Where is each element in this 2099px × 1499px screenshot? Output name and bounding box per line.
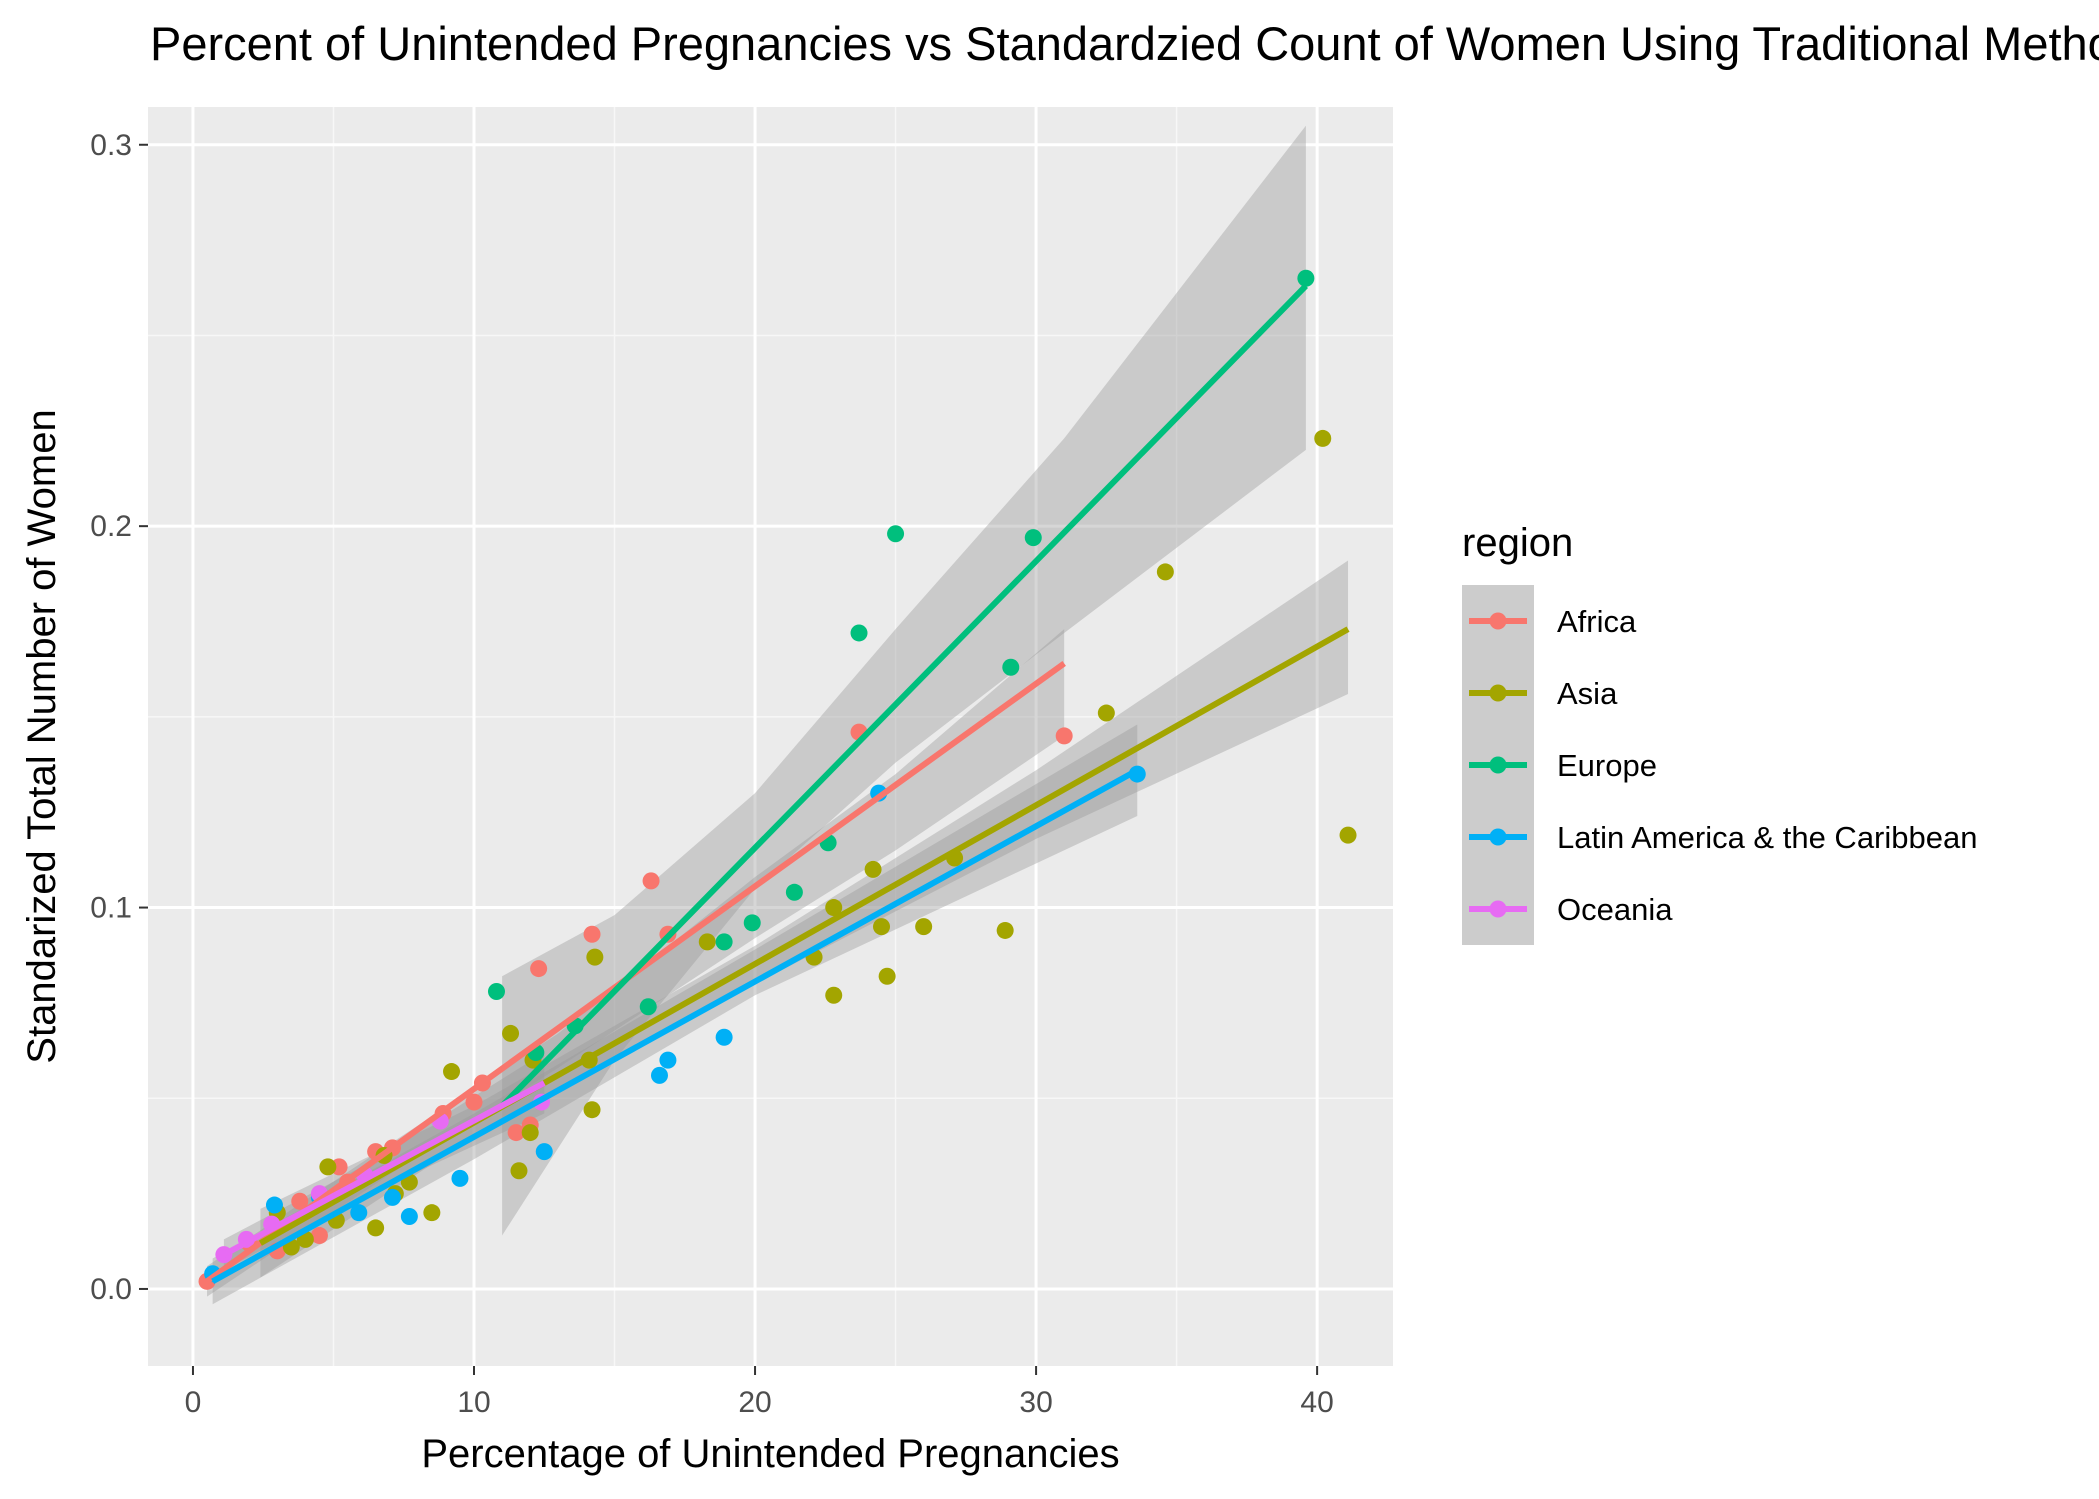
data-point	[1339, 826, 1357, 844]
data-point	[650, 1066, 668, 1084]
y-axis-label: Standarized Total Number of Women	[20, 409, 64, 1063]
chart-title: Percent of Unintended Pregnancies vs Sta…	[150, 17, 2099, 70]
legend-key-point	[1489, 900, 1507, 918]
y-tick-label: 0.2	[90, 510, 132, 543]
fit-line	[222, 1080, 546, 1258]
data-point	[367, 1219, 385, 1237]
data-point	[265, 1196, 283, 1214]
data-point	[521, 1124, 539, 1142]
data-point	[785, 883, 803, 901]
data-point	[1156, 563, 1174, 581]
legend-label: Asia	[1557, 676, 1618, 711]
grid-minor	[148, 107, 1393, 1366]
data-point	[465, 1093, 483, 1111]
data-point	[400, 1207, 418, 1225]
data-point	[423, 1204, 441, 1222]
y-tick-label: 0.3	[90, 129, 132, 162]
data-point	[586, 948, 604, 966]
x-axis-label: Percentage of Unintended Pregnancies	[421, 1432, 1119, 1476]
plot-panel	[148, 107, 1393, 1366]
fit-lines	[205, 283, 1350, 1284]
data-point	[850, 624, 868, 642]
data-point	[642, 872, 660, 890]
x-tick-label: 10	[457, 1386, 490, 1419]
legend-items: Africa Asia Europe Latin America & the Cari…	[1462, 585, 1977, 945]
legend-label: Africa	[1557, 604, 1637, 639]
x-tick-label: 0	[185, 1386, 202, 1419]
data-point	[502, 1024, 520, 1042]
data-point	[825, 899, 843, 917]
data-point	[583, 925, 601, 943]
data-point	[659, 1051, 677, 1069]
legend-label: Oceania	[1557, 892, 1673, 927]
data-point	[1314, 429, 1332, 447]
x-axis: 0 10 20 30 40	[185, 1366, 1334, 1419]
data-point	[1055, 727, 1073, 745]
data-point	[887, 525, 905, 543]
data-point	[878, 967, 896, 985]
data-point	[384, 1188, 402, 1206]
data-point	[535, 1143, 553, 1161]
data-point	[715, 933, 733, 951]
data-point	[864, 860, 882, 878]
data-point	[743, 914, 761, 932]
legend-key-point	[1489, 612, 1507, 630]
data-point	[583, 1101, 601, 1119]
data-point	[996, 921, 1014, 939]
data-point	[530, 960, 548, 978]
data-point	[510, 1162, 528, 1180]
legend-key-point	[1489, 684, 1507, 702]
x-tick-label: 30	[1019, 1386, 1052, 1419]
legend-title: region	[1462, 521, 1573, 565]
data-point	[1024, 529, 1042, 547]
confidence-band	[260, 560, 1349, 1278]
y-tick-label: 0.1	[90, 892, 132, 925]
grid-major	[148, 107, 1393, 1366]
data-point	[451, 1169, 469, 1187]
data-point	[487, 982, 505, 1000]
data-point	[698, 933, 716, 951]
data-point	[715, 1028, 733, 1046]
data-point	[1097, 704, 1115, 722]
data-point	[825, 986, 843, 1004]
legend: region Africa Asia Europe Latin America & t…	[1462, 521, 1977, 945]
data-point	[639, 998, 657, 1016]
fit-line	[499, 283, 1309, 1108]
data-point	[1297, 269, 1315, 287]
data-point	[291, 1192, 309, 1210]
x-tick-label: 20	[738, 1386, 771, 1419]
data-point	[350, 1204, 368, 1222]
legend-key-point	[1489, 828, 1507, 846]
x-tick-label: 40	[1300, 1386, 1333, 1419]
data-point	[507, 1124, 525, 1142]
data-point	[915, 918, 933, 936]
data-point	[1002, 658, 1020, 676]
data-point	[873, 918, 891, 936]
fit-line	[211, 767, 1139, 1284]
data-point	[443, 1063, 461, 1081]
legend-label: Latin America & the Caribbean	[1557, 820, 1977, 855]
confidence-band	[502, 125, 1306, 1236]
confidence-band	[212, 724, 1138, 1305]
data-point	[319, 1158, 337, 1176]
legend-key-point	[1489, 756, 1507, 774]
data-point	[310, 1227, 328, 1245]
y-tick-label: 0.0	[90, 1273, 132, 1306]
y-axis: 0.0 0.1 0.2 0.3	[90, 129, 148, 1306]
legend-label: Europe	[1557, 748, 1657, 783]
